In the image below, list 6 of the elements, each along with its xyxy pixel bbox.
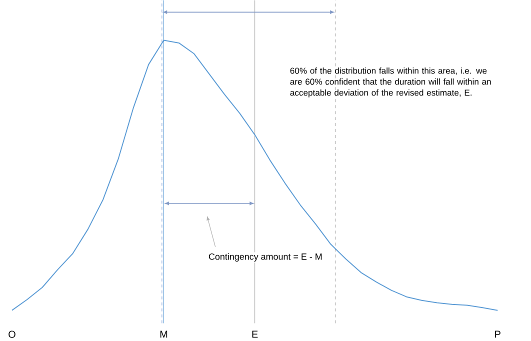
x-tick-label: P [495,330,500,338]
annotation: Contingency amount = E - M [208,253,322,262]
x-tick-label: O [8,330,16,338]
x-tick-label: M [160,330,168,338]
annotation: 60% of the distribution falls within this area, i.e. we are 60% confident that the duration will fall within an acceptable deviation of the revised estimate, E. [290,67,491,98]
x-tick-label: E [252,330,258,338]
